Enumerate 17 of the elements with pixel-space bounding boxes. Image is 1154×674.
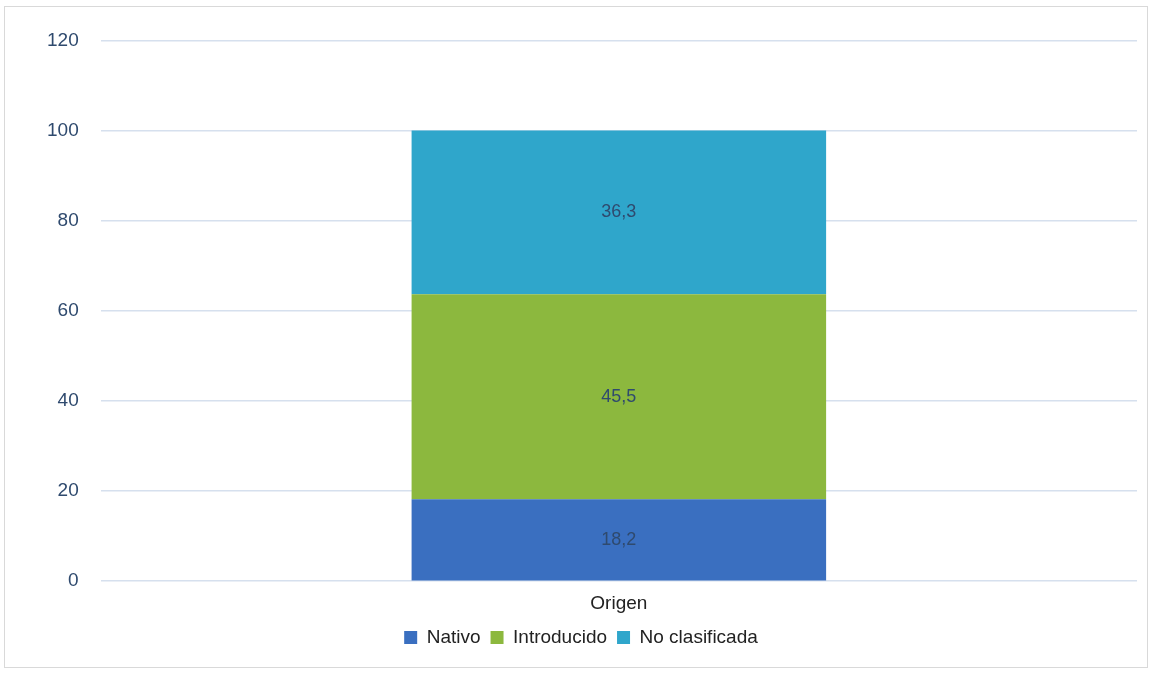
data-label: 18,2 (601, 528, 637, 549)
y-tick-label: 60 (57, 299, 79, 321)
x-tick-label: Origen (590, 591, 648, 613)
y-tick-label: 40 (57, 389, 79, 411)
bar (411, 294, 827, 500)
bar (411, 499, 827, 581)
y-tick-label: 120 (47, 28, 79, 50)
y-tick-label: 100 (47, 118, 79, 140)
y-tick-label: 20 (57, 479, 79, 501)
legend-label: No clasificada (639, 625, 759, 647)
y-tick-label: 0 (68, 569, 79, 591)
legend-label: Introducido (513, 625, 608, 647)
y-tick-label: 80 (57, 208, 79, 230)
legend-label: Nativo (426, 625, 481, 647)
bar (411, 130, 827, 295)
data-label: 36,3 (601, 201, 637, 222)
data-label: 45,5 (601, 385, 637, 406)
